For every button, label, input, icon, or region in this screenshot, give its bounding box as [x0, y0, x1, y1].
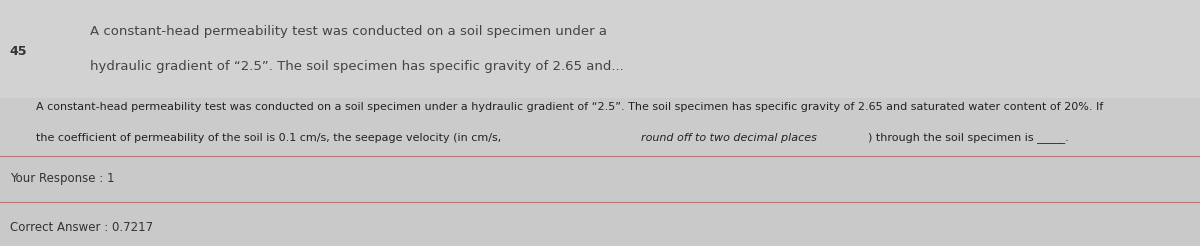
Text: Your Response : 1: Your Response : 1 [10, 172, 114, 185]
FancyBboxPatch shape [0, 202, 1200, 246]
FancyBboxPatch shape [0, 98, 1200, 156]
Text: 45: 45 [10, 45, 28, 58]
FancyBboxPatch shape [0, 156, 1200, 202]
Text: Correct Answer : 0.7217: Correct Answer : 0.7217 [10, 221, 152, 234]
Text: A constant-head permeability test was conducted on a soil specimen under a: A constant-head permeability test was co… [90, 26, 607, 38]
Text: ) through the soil specimen is _____.: ) through the soil specimen is _____. [868, 132, 1069, 143]
FancyBboxPatch shape [0, 0, 1200, 98]
Text: round off to two decimal places: round off to two decimal places [641, 133, 817, 143]
Text: hydraulic gradient of “2.5”. The soil specimen has specific gravity of 2.65 and.: hydraulic gradient of “2.5”. The soil sp… [90, 60, 624, 73]
Text: the coefficient of permeability of the soil is 0.1 cm/s, the seepage velocity (i: the coefficient of permeability of the s… [36, 133, 505, 143]
Text: A constant-head permeability test was conducted on a soil specimen under a hydra: A constant-head permeability test was co… [36, 102, 1103, 112]
